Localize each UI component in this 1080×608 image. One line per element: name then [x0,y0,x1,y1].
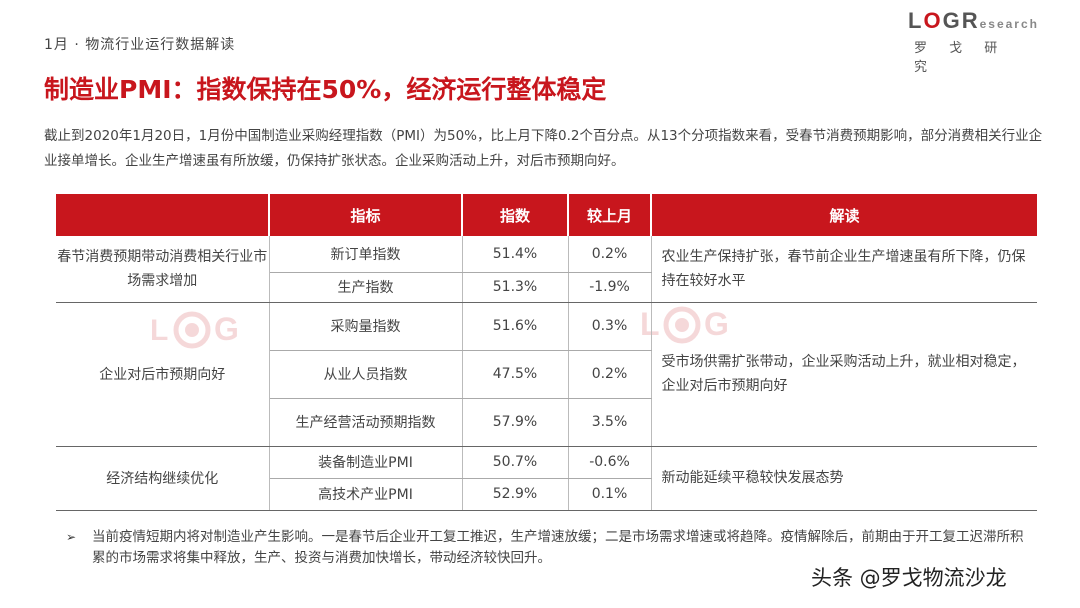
table-row: 生产指数 51.3% -1.9% [56,272,1037,303]
value-cell: 52.9% [462,478,569,511]
category-cell: 企业对后市预期向好 [56,302,270,447]
change-cell: 0.1% [568,478,652,511]
source-tag: 头条 @罗戈物流沙龙 [811,566,1007,590]
value-cell: 51.6% [462,302,569,351]
indicator-cell: 新订单指数 [269,236,463,273]
indicator-cell: 采购量指数 [269,302,463,351]
table-row: 生产经营活动预期指数 57.9% 3.5% [56,398,1037,447]
indicator-cell: 生产经营活动预期指数 [269,398,463,447]
table-row: 从业人员指数 47.5% 0.2% [56,350,1037,399]
logo-chinese-name: 罗 戈 研 究 [914,41,1007,75]
indicator-cell: 从业人员指数 [269,350,463,399]
table-row: 高技术产业PMI 52.9% 0.1% [56,478,1037,511]
value-cell: 50.7% [462,446,569,479]
change-cell: 0.2% [568,236,652,273]
indicator-cell: 生产指数 [269,272,463,303]
note-paragraph: ➢ 当前疫情短期内将对制造业产生影响。一是春节后企业开工复工推迟，生产增速放缓；… [66,527,1036,569]
table-row: 企业对后市预期向好 采购量指数 51.6% 0.3% 受市场供需扩张带动，企业采… [56,302,1037,447]
table-row: 经济结构继续优化 装备制造业PMI 50.7% -0.6% 新动能延续平稳较快发… [56,446,1037,511]
header-category [56,194,270,236]
change-cell: 0.3% [568,302,652,351]
value-cell: 51.3% [462,272,569,303]
category-cell: 经济结构继续优化 [56,446,270,511]
breadcrumb: 1月 · 物流行业运行数据解读 [44,37,236,53]
header-change: 较上月 [568,194,652,236]
pmi-table: 指标 指数 较上月 解读 春节消费预期带动消费相关行业市场需求增加 新订单指数 … [56,194,1037,511]
reading-cell: 农业生产保持扩张，春节前企业生产增速虽有所下降，仍保持在较好水平 [651,236,1037,303]
value-cell: 47.5% [462,350,569,399]
header-indicator: 指标 [269,194,463,236]
note-text: 当前疫情短期内将对制造业产生影响。一是春节后企业开工复工推迟，生产增速放缓；二是… [92,529,1024,566]
change-cell: 3.5% [568,398,652,447]
change-cell: -1.9% [568,272,652,303]
reading-cell: 受市场供需扩张带动，企业采购活动上升，就业相对稳定，企业对后市预期向好 [651,302,1037,447]
category-cell: 春节消费预期带动消费相关行业市场需求增加 [56,236,270,303]
page-title: 制造业PMI：指数保持在50%，经济运行整体稳定 [44,75,607,104]
header-reading: 解读 [651,194,1037,236]
change-cell: -0.6% [568,446,652,479]
header-value: 指数 [462,194,569,236]
intro-paragraph: 截止到2020年1月20日，1月份中国制造业采购经理指数（PMI）为50%，比上… [44,128,1043,169]
change-cell: 0.2% [568,350,652,399]
table-row: 春节消费预期带动消费相关行业市场需求增加 新订单指数 51.4% 0.2% 农业… [56,236,1037,303]
company-logo: LOGResearch 罗 戈 研 究 [908,8,1039,75]
value-cell: 57.9% [462,398,569,447]
indicator-cell: 装备制造业PMI [269,446,463,479]
reading-cell: 新动能延续平稳较快发展态势 [651,446,1037,511]
table-header-row: 指标 指数 较上月 解读 [56,194,1037,236]
arrow-bullet-icon: ➢ [66,530,77,544]
value-cell: 51.4% [462,236,569,273]
indicator-cell: 高技术产业PMI [269,478,463,511]
